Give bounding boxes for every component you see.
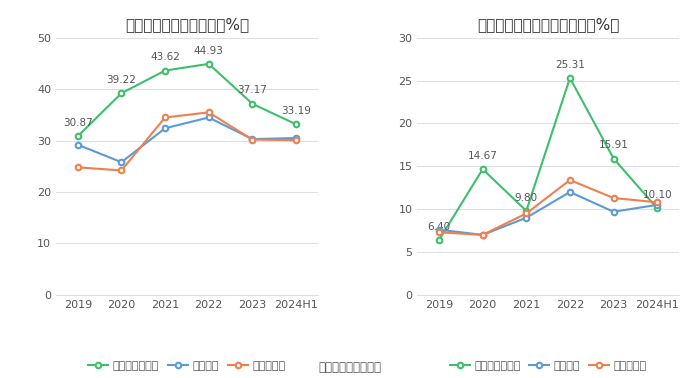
有息资产负债率 <box>522 209 531 213</box>
行业均值 <box>74 143 82 147</box>
Text: 39.22: 39.22 <box>106 75 136 85</box>
公司资产负债率 <box>204 62 213 66</box>
行业均值 <box>117 160 125 164</box>
行业均值 <box>479 232 487 237</box>
Text: 44.93: 44.93 <box>194 45 223 56</box>
Text: 43.62: 43.62 <box>150 52 180 62</box>
行业均值 <box>435 228 443 232</box>
行业中位数 <box>566 178 574 182</box>
行业中位数 <box>610 196 618 200</box>
行业中位数 <box>248 137 256 142</box>
行业均值 <box>204 115 213 120</box>
Text: 数据来源：恒生聚源: 数据来源：恒生聚源 <box>318 361 382 374</box>
有息资产负债率 <box>435 238 443 242</box>
Line: 行业中位数: 行业中位数 <box>436 177 660 238</box>
Line: 行业均值: 行业均值 <box>75 115 299 165</box>
行业均值 <box>292 136 300 140</box>
有息资产负债率 <box>566 76 574 80</box>
行业中位数 <box>204 110 213 115</box>
Legend: 有息资产负债率, 行业均值, 行业中位数: 有息资产负债率, 行业均值, 行业中位数 <box>445 357 651 376</box>
行业中位数 <box>522 211 531 216</box>
Title: 近年来资产负债率情况（%）: 近年来资产负债率情况（%） <box>125 17 249 33</box>
Text: 25.31: 25.31 <box>555 60 585 70</box>
行业中位数 <box>117 168 125 173</box>
有息资产负债率 <box>653 206 662 211</box>
Text: 14.67: 14.67 <box>468 151 498 161</box>
行业均值 <box>653 203 662 207</box>
行业均值 <box>522 215 531 220</box>
公司资产负债率 <box>117 91 125 96</box>
公司资产负债率 <box>74 134 82 138</box>
行业均值 <box>610 209 618 214</box>
行业中位数 <box>435 230 443 235</box>
Text: 6.40: 6.40 <box>428 222 451 232</box>
Text: 15.91: 15.91 <box>598 140 629 150</box>
Text: 33.19: 33.19 <box>281 106 311 116</box>
Line: 有息资产负债率: 有息资产负债率 <box>436 75 660 243</box>
Line: 行业均值: 行业均值 <box>436 189 660 238</box>
行业均值 <box>566 190 574 194</box>
行业均值 <box>161 126 169 130</box>
行业均值 <box>248 137 256 141</box>
Legend: 公司资产负债率, 行业均值, 行业中位数: 公司资产负债率, 行业均值, 行业中位数 <box>84 357 290 376</box>
公司资产负债率 <box>248 101 256 106</box>
Line: 公司资产负债率: 公司资产负债率 <box>75 61 299 139</box>
行业中位数 <box>653 200 662 204</box>
有息资产负债率 <box>479 167 487 171</box>
行业中位数 <box>74 165 82 170</box>
Text: 10.10: 10.10 <box>643 190 672 200</box>
公司资产负债率 <box>292 122 300 127</box>
有息资产负债率 <box>610 156 618 161</box>
Title: 近年来有息资产负债率情况（%）: 近年来有息资产负债率情况（%） <box>477 17 620 33</box>
行业中位数 <box>292 138 300 143</box>
Text: 37.17: 37.17 <box>237 85 267 95</box>
Text: 30.87: 30.87 <box>63 118 92 128</box>
Line: 行业中位数: 行业中位数 <box>75 110 299 173</box>
Text: 9.80: 9.80 <box>514 192 538 203</box>
公司资产负债率 <box>161 68 169 73</box>
行业中位数 <box>479 232 487 237</box>
行业中位数 <box>161 115 169 120</box>
